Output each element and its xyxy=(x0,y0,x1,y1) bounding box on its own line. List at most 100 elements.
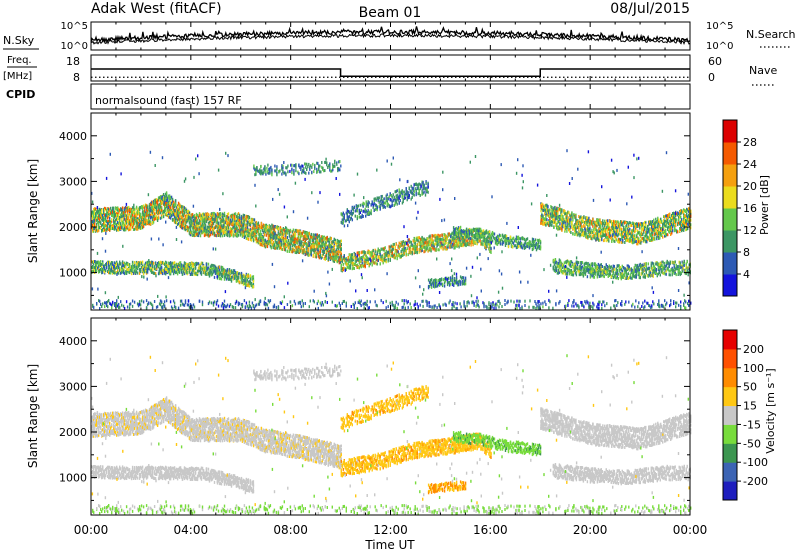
power-cell xyxy=(362,261,363,264)
power-cell xyxy=(158,216,159,219)
power-cell xyxy=(372,264,373,267)
power-cell xyxy=(309,232,310,235)
power-cell xyxy=(153,221,154,224)
power-cell xyxy=(175,202,176,205)
power-cell xyxy=(287,236,288,239)
power-cell xyxy=(442,248,443,251)
power-cell xyxy=(183,222,184,225)
power-cell xyxy=(231,280,232,283)
power-cell xyxy=(395,246,396,249)
power-cell xyxy=(94,223,95,226)
power-cell xyxy=(248,238,249,241)
power-cell xyxy=(156,207,157,210)
power-cell xyxy=(415,242,416,245)
noise-right-tick-top: 10^5 xyxy=(706,21,733,32)
power-cell xyxy=(281,244,282,247)
cpid-text: normalsound (fast) 157 RF xyxy=(95,94,242,107)
power-cell xyxy=(293,229,294,232)
power-cell xyxy=(267,226,268,229)
power-cell xyxy=(395,256,396,259)
power-cell xyxy=(136,206,137,209)
power-cell xyxy=(373,249,374,252)
power-cell xyxy=(253,280,254,283)
power-cell xyxy=(393,248,394,251)
beam-title: Beam 01 xyxy=(359,5,422,21)
power-cell xyxy=(239,281,240,284)
power-cell xyxy=(105,269,106,272)
power-cell xyxy=(352,253,353,256)
power-cell xyxy=(290,229,291,232)
nave-label: Nave xyxy=(749,64,777,77)
power-cell xyxy=(341,248,342,251)
power-cell xyxy=(219,268,220,271)
power-cell xyxy=(238,276,239,279)
freq-line xyxy=(91,69,690,76)
power-cell xyxy=(264,233,265,236)
power-cell xyxy=(407,247,408,250)
power-cell xyxy=(314,245,315,248)
power-cell xyxy=(208,263,209,266)
power-cell xyxy=(295,235,296,238)
power-cell xyxy=(134,208,135,211)
power-cell xyxy=(209,275,210,278)
power-cell xyxy=(308,248,309,251)
power-cell xyxy=(380,262,381,265)
power-cell xyxy=(341,264,342,267)
power-cell xyxy=(208,213,209,216)
freq-right-tick-bottom: 0 xyxy=(708,71,715,84)
power-cell xyxy=(285,249,286,252)
power-cell xyxy=(253,275,254,278)
power-cell xyxy=(195,266,196,269)
power-cell xyxy=(406,252,407,255)
power-cell xyxy=(106,266,107,269)
power-cell xyxy=(439,234,440,237)
power-cell xyxy=(197,219,198,222)
power-cell xyxy=(331,237,332,240)
power-cell xyxy=(172,198,173,201)
power-cell xyxy=(375,250,376,253)
power-cell xyxy=(232,230,233,233)
power-cell xyxy=(447,244,448,247)
power-cell xyxy=(123,221,124,224)
noise-right-tick-bottom: 10^0 xyxy=(706,41,733,52)
power-cell xyxy=(161,266,162,269)
power-cell xyxy=(142,261,143,264)
power-cell xyxy=(250,274,251,277)
power-cell xyxy=(130,226,131,229)
power-cell xyxy=(163,215,164,218)
power-cell xyxy=(109,217,110,220)
power-cell xyxy=(341,240,342,243)
power-cell xyxy=(319,234,320,237)
power-cell xyxy=(299,246,300,249)
power-cell xyxy=(251,239,252,242)
power-cell xyxy=(417,243,418,246)
power-cell xyxy=(200,234,201,237)
power-cell xyxy=(417,251,418,254)
power-cell xyxy=(128,268,129,271)
power-cell xyxy=(224,214,225,217)
power-cell xyxy=(267,245,268,248)
power-cell xyxy=(290,248,291,251)
power-cell xyxy=(341,255,342,258)
power-cell xyxy=(122,206,123,209)
power-cell xyxy=(205,225,206,228)
noise-trace xyxy=(91,26,690,44)
power-cell xyxy=(206,263,207,266)
power-cell xyxy=(188,229,189,232)
power-cell xyxy=(119,219,120,222)
power-cell xyxy=(446,238,447,241)
power-cell xyxy=(278,227,279,230)
station-title: Adak West (fitACF) xyxy=(91,1,222,17)
power-cell xyxy=(220,213,221,216)
power-cells xyxy=(91,149,691,310)
power-cell xyxy=(254,218,255,221)
power-cell xyxy=(298,236,299,239)
cpid-label: CPID xyxy=(6,88,35,101)
power-cell xyxy=(311,254,312,257)
power-cell xyxy=(118,272,119,275)
power-cell xyxy=(166,261,167,264)
power-cell xyxy=(219,266,220,269)
power-cell xyxy=(442,241,443,244)
power-cell xyxy=(466,239,467,242)
power-cell xyxy=(365,251,366,254)
